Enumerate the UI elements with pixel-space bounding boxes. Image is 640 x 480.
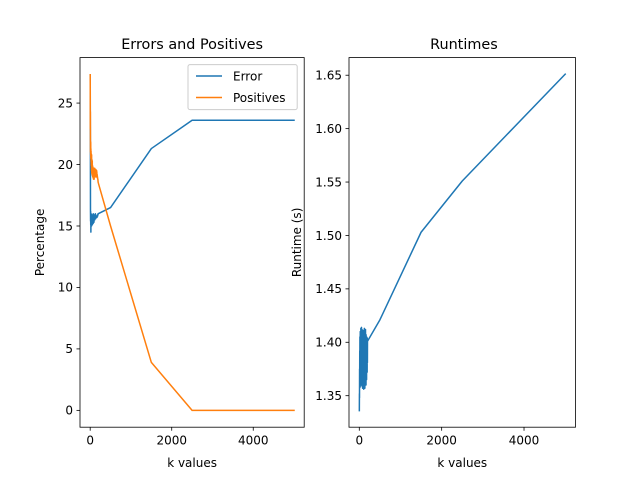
plot-frame bbox=[79, 57, 305, 428]
y-tick-label: 1.55 bbox=[315, 175, 342, 189]
x-tick-label: 2000 bbox=[156, 434, 187, 448]
legend-label-positives: Positives bbox=[233, 91, 286, 105]
series-line-error bbox=[89, 74, 295, 233]
x-tick-label: 0 bbox=[355, 434, 363, 448]
y-tick-label: 0 bbox=[65, 404, 73, 418]
x-tick-label: 4000 bbox=[509, 434, 540, 448]
y-tick-label: 1.35 bbox=[315, 389, 342, 403]
ticks-layer: 0 2000 4000 1.35 1.40 1.45 1.50 1.55 1.60 1.65 bbox=[315, 69, 539, 448]
y-tick-label: 1.50 bbox=[315, 229, 342, 243]
errors-and-positives-plot: Errors and Positives 0 2000 4000 0 5 10 15 20 25… bbox=[33, 37, 305, 470]
y-tick-label: 25 bbox=[58, 96, 73, 110]
x-tick-label: 2000 bbox=[426, 434, 457, 448]
y-axis-label: Percentage bbox=[33, 209, 47, 277]
x-axis-label: k values bbox=[437, 456, 487, 470]
series-line-positives bbox=[89, 74, 295, 412]
plot-frame bbox=[348, 57, 576, 428]
legend: Error Positives bbox=[187, 64, 298, 111]
y-axis-label: Runtime (s) bbox=[290, 208, 304, 278]
y-tick-label: 15 bbox=[58, 219, 73, 233]
y-tick-label: 20 bbox=[58, 158, 73, 172]
y-tick-label: 10 bbox=[58, 281, 73, 295]
ticks-layer: 0 2000 4000 0 5 10 15 20 25 bbox=[58, 96, 269, 447]
plot-title: Runtimes bbox=[430, 37, 498, 53]
y-tick-label: 1.40 bbox=[315, 336, 342, 350]
x-axis-label: k values bbox=[167, 456, 217, 470]
series-layer bbox=[358, 73, 567, 412]
plot-title: Errors and Positives bbox=[121, 37, 263, 53]
y-tick-label: 1.60 bbox=[315, 122, 342, 136]
legend-label-error: Error bbox=[233, 69, 262, 83]
y-tick-label: 1.45 bbox=[315, 282, 342, 296]
series-layer bbox=[89, 74, 295, 412]
y-tick-label: 5 bbox=[65, 342, 73, 356]
runtimes-plot: Runtimes 0 2000 4000 1.35 1.40 1.45 1.50 1.55 1.… bbox=[290, 37, 576, 470]
series-line-runtime bbox=[358, 73, 567, 412]
y-tick-label: 1.65 bbox=[315, 69, 342, 83]
x-tick-label: 4000 bbox=[238, 434, 269, 448]
x-tick-label: 0 bbox=[86, 434, 94, 448]
